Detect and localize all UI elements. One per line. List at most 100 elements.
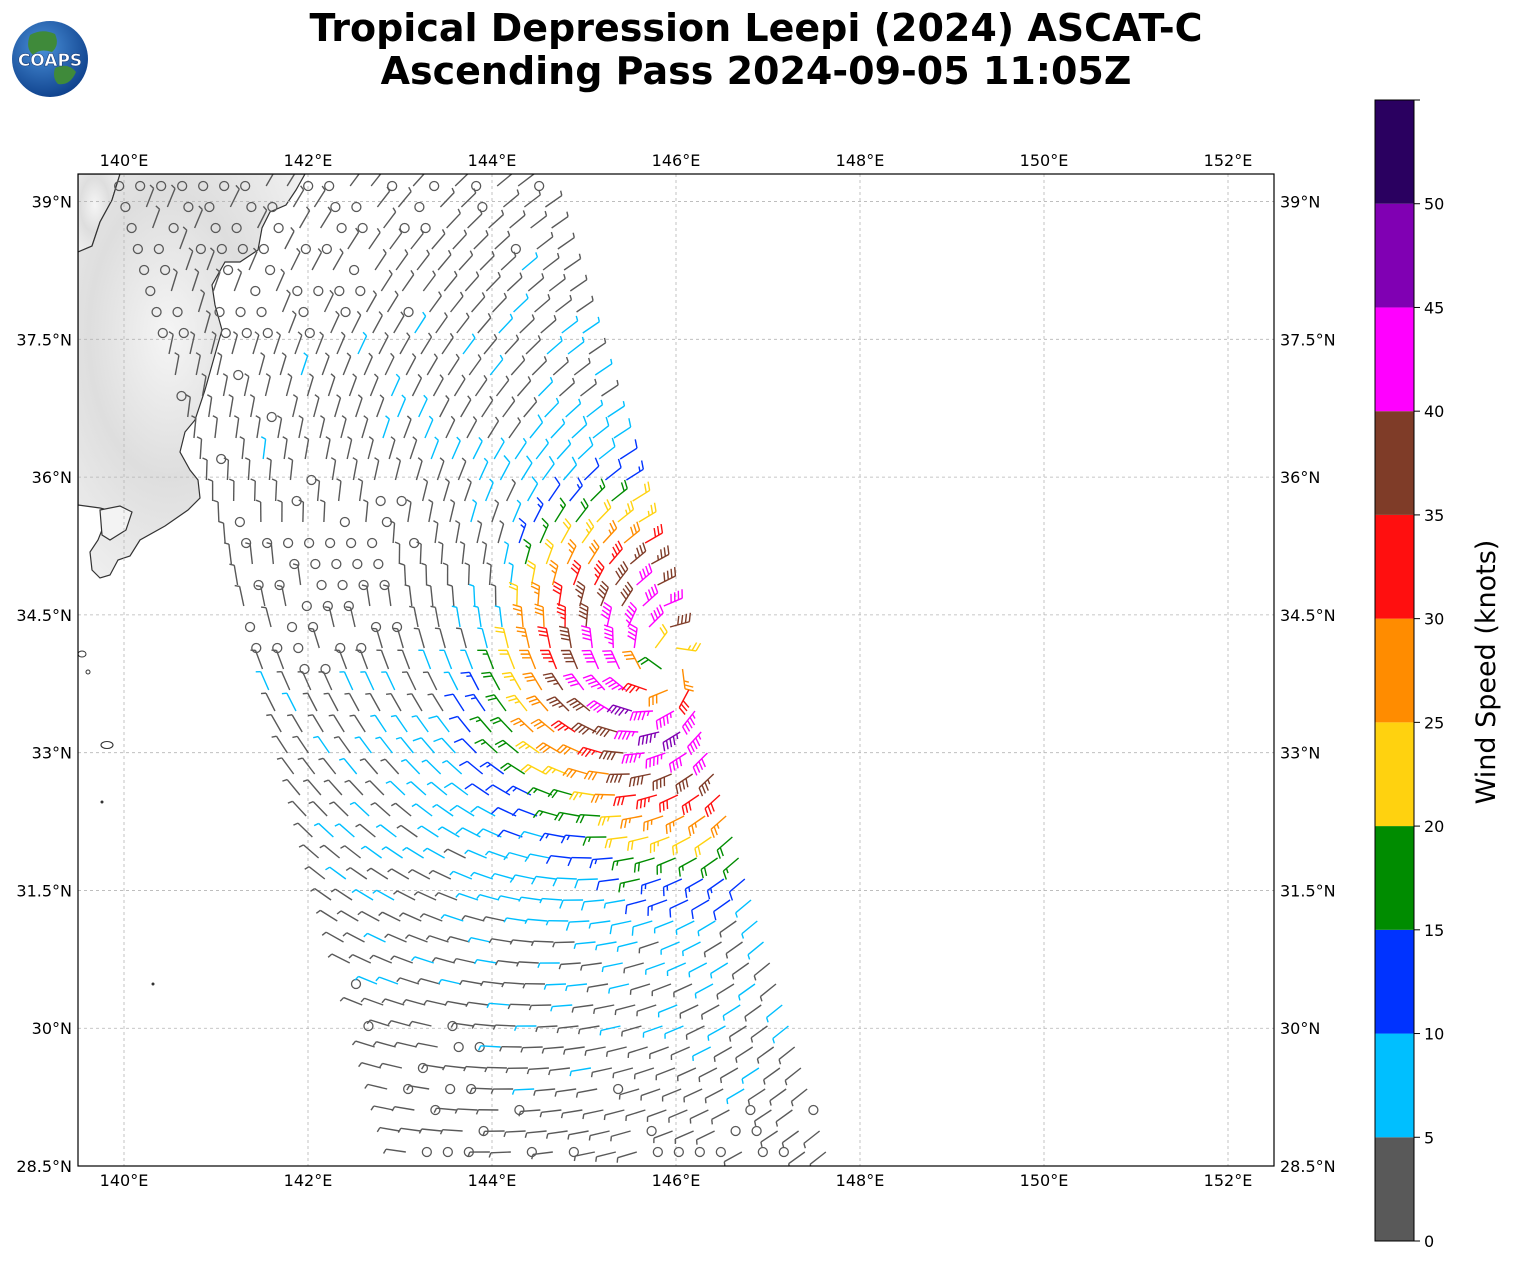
wind-barb <box>366 537 378 549</box>
wind-barb <box>351 310 362 334</box>
wind-barb <box>600 601 613 628</box>
wind-barb <box>781 1130 800 1148</box>
wind-barb <box>544 190 563 208</box>
wind-barb <box>334 394 342 418</box>
wind-barb <box>731 1173 748 1188</box>
wind-barb <box>179 226 188 250</box>
wind-barb <box>554 1088 577 1097</box>
wind-barb <box>665 815 685 834</box>
wind-barb <box>406 781 427 796</box>
wind-barb <box>276 670 291 691</box>
wind-barb <box>653 920 674 934</box>
wind-barb <box>331 558 342 570</box>
wind-barb <box>596 580 609 607</box>
wind-barb <box>726 1088 745 1105</box>
wind-barb <box>595 941 617 951</box>
wind-barb <box>618 878 640 893</box>
wind-barb <box>336 910 359 922</box>
wind-barb <box>581 1173 601 1182</box>
wind-barb <box>604 458 622 481</box>
wind-barb <box>454 1108 478 1114</box>
wind-barb <box>502 189 520 208</box>
wind-barb <box>310 558 321 570</box>
wind-barb <box>473 230 489 250</box>
wind-barb <box>464 693 486 712</box>
wind-barb <box>580 899 605 911</box>
island <box>100 740 114 750</box>
wind-barb <box>476 520 483 544</box>
wind-barb <box>616 941 638 952</box>
wind-barb <box>329 801 349 817</box>
wind-barb <box>393 1041 417 1048</box>
wind-barb <box>375 824 397 838</box>
wind-barb <box>321 243 333 255</box>
wind-barb <box>463 478 472 502</box>
wind-barb <box>638 941 659 954</box>
wind-barb <box>400 758 421 775</box>
wind-barb <box>503 851 529 861</box>
wind-barb <box>703 941 722 958</box>
wind-barb <box>472 436 483 460</box>
wind-barb <box>313 394 320 418</box>
wind-barb <box>378 331 389 355</box>
wind-barb <box>752 1173 769 1188</box>
wind-barb <box>591 725 618 738</box>
wind-barb <box>448 715 471 733</box>
lon-tick-label: 140°E <box>100 151 149 170</box>
wind-barb <box>580 625 593 649</box>
wind-barb <box>431 229 446 250</box>
wind-barb <box>565 398 582 418</box>
colorbar-label: Wind Speed (knots) <box>1471 540 1502 805</box>
wind-barb <box>560 518 572 544</box>
wind-barb <box>590 1067 613 1078</box>
wind-barb <box>488 938 512 944</box>
wind-barb <box>339 516 351 528</box>
wind-barb <box>416 541 422 565</box>
wind-barb <box>422 671 438 691</box>
wind-barb <box>364 1083 388 1090</box>
wind-barb <box>484 478 494 502</box>
wind-barb <box>288 310 297 334</box>
wind-barb <box>411 956 434 964</box>
wind-barb <box>432 1172 454 1177</box>
wind-barb <box>315 331 325 355</box>
lat-tick-label: 36°N <box>1280 468 1320 487</box>
wind-barb <box>319 844 341 859</box>
wind-barb <box>540 649 558 670</box>
wind-barb <box>778 1146 789 1158</box>
logo-text: COAPS <box>18 51 82 71</box>
wind-barb <box>620 815 643 829</box>
wind-barb <box>526 1067 549 1075</box>
continent-shape <box>28 31 57 55</box>
wind-barb <box>438 978 462 985</box>
wind-barb <box>471 1023 495 1029</box>
wind-barb <box>292 563 302 586</box>
wind-barb <box>407 869 431 880</box>
wind-barb <box>153 243 165 255</box>
wind-barb <box>348 953 372 964</box>
wind-barb <box>413 627 425 649</box>
wind-barb <box>681 710 696 735</box>
wind-barb <box>189 331 196 355</box>
wind-barb <box>376 1126 400 1133</box>
wind-barb <box>527 476 539 502</box>
wind-barb <box>494 626 509 649</box>
colorbar-bin <box>1375 514 1414 619</box>
wind-barb <box>151 306 162 318</box>
wind-barb <box>284 227 295 250</box>
wind-barb <box>484 1066 507 1073</box>
wind-barb <box>524 853 550 863</box>
wind-barb <box>537 376 554 397</box>
wind-barb <box>428 291 442 313</box>
wind-barb <box>586 700 612 713</box>
wind-barb <box>423 999 447 1006</box>
colorbar-bin <box>1375 307 1414 412</box>
wind-barbs <box>114 174 827 1188</box>
wind-barb <box>433 737 456 754</box>
wind-barb <box>751 1125 762 1137</box>
wind-barb <box>204 201 215 213</box>
wind-barb <box>784 1067 802 1086</box>
wind-barb <box>511 1088 535 1095</box>
wind-barb <box>541 765 567 775</box>
wind-barb <box>319 415 326 439</box>
